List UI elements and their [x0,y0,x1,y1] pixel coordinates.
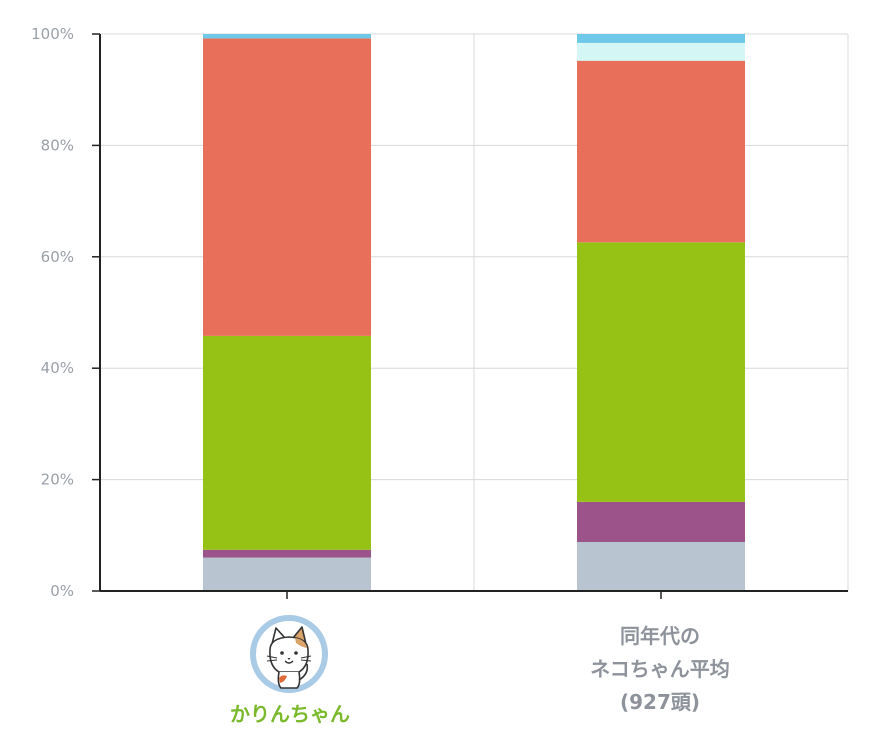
average-label-line-2: ネコちゃん平均 [590,657,730,681]
bar-segment-4 [577,60,745,243]
bar-segment-3 [577,242,745,502]
y-tick-label: 100% [31,25,74,43]
bar-segment-6 [203,34,371,39]
y-tick-label: 60% [41,248,74,266]
bar-segment-1 [577,541,745,591]
category-label-average: 同年代の ネコちゃん平均 (927頭) [540,620,780,719]
bar-segment-2 [203,549,371,558]
average-label-line-1: 同年代の [620,624,700,648]
bar-segment-6 [577,34,745,43]
y-tick-label: 20% [41,471,74,489]
axes [92,33,848,599]
y-tick-label: 0% [50,582,74,600]
cat-face-icon [250,615,328,693]
bar-segment-3 [203,335,371,550]
y-tick-label: 40% [41,359,74,377]
bar-segment-4 [203,38,371,336]
bar-segment-1 [203,557,371,591]
average-label-line-3: (927頭) [619,690,701,714]
bars [203,34,745,591]
category-label-pet: かりんちゃん [230,702,350,726]
y-tick-labels: 0% 20% 40% 60% 80% 100% [31,25,74,600]
bar-segment-2 [577,501,745,542]
y-tick-label: 80% [41,136,74,154]
bar-segment-5 [577,42,745,61]
